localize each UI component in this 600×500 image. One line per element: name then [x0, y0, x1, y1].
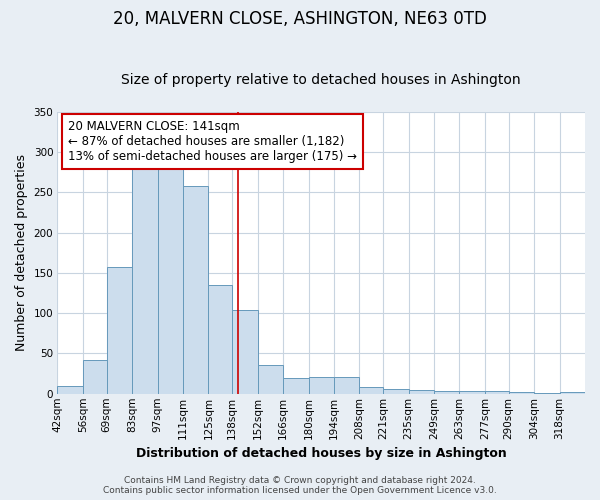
Bar	[257, 365, 283, 394]
Text: 20 MALVERN CLOSE: 141sqm
← 87% of detached houses are smaller (1,182)
13% of sem: 20 MALVERN CLOSE: 141sqm ← 87% of detach…	[68, 120, 357, 163]
Bar	[409, 390, 434, 394]
Bar	[560, 392, 585, 394]
Bar	[107, 268, 132, 394]
Bar	[534, 393, 560, 394]
Bar	[509, 392, 534, 394]
Bar	[383, 389, 409, 394]
Bar	[232, 310, 257, 394]
Bar	[485, 392, 509, 394]
Bar	[460, 392, 485, 394]
Bar	[359, 388, 383, 394]
Bar	[83, 360, 107, 394]
X-axis label: Distribution of detached houses by size in Ashington: Distribution of detached houses by size …	[136, 447, 506, 460]
Bar	[132, 168, 158, 394]
Bar	[183, 186, 208, 394]
Text: Contains HM Land Registry data © Crown copyright and database right 2024.
Contai: Contains HM Land Registry data © Crown c…	[103, 476, 497, 495]
Bar	[283, 378, 308, 394]
Bar	[434, 390, 460, 394]
Bar	[334, 377, 359, 394]
Y-axis label: Number of detached properties: Number of detached properties	[15, 154, 28, 352]
Bar	[58, 386, 83, 394]
Title: Size of property relative to detached houses in Ashington: Size of property relative to detached ho…	[121, 73, 521, 87]
Bar	[308, 377, 334, 394]
Bar	[158, 168, 183, 394]
Bar	[208, 285, 232, 394]
Text: 20, MALVERN CLOSE, ASHINGTON, NE63 0TD: 20, MALVERN CLOSE, ASHINGTON, NE63 0TD	[113, 10, 487, 28]
